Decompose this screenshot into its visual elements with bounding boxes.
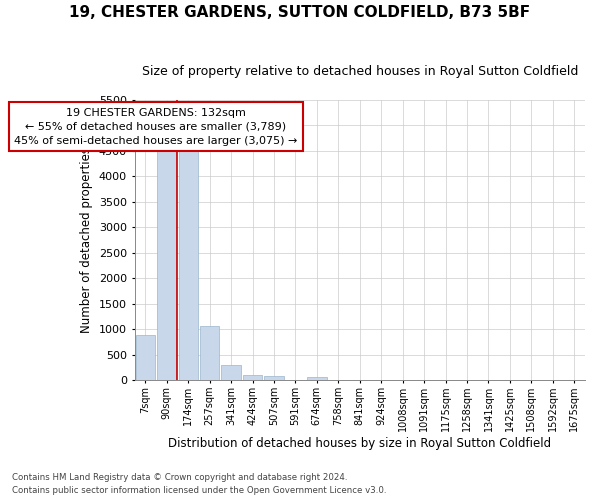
Bar bbox=[221, 365, 241, 380]
Bar bbox=[136, 334, 155, 380]
Bar bbox=[265, 376, 284, 380]
Bar bbox=[157, 146, 176, 380]
Text: 19, CHESTER GARDENS, SUTTON COLDFIELD, B73 5BF: 19, CHESTER GARDENS, SUTTON COLDFIELD, B… bbox=[70, 5, 530, 20]
Bar bbox=[243, 376, 262, 380]
Text: Contains HM Land Registry data © Crown copyright and database right 2024.
Contai: Contains HM Land Registry data © Crown c… bbox=[12, 474, 386, 495]
Bar bbox=[307, 378, 326, 380]
Bar bbox=[200, 326, 219, 380]
Text: 19 CHESTER GARDENS: 132sqm
← 55% of detached houses are smaller (3,789)
45% of s: 19 CHESTER GARDENS: 132sqm ← 55% of deta… bbox=[14, 108, 298, 146]
Bar bbox=[179, 146, 198, 380]
X-axis label: Distribution of detached houses by size in Royal Sutton Coldfield: Distribution of detached houses by size … bbox=[168, 437, 551, 450]
Title: Size of property relative to detached houses in Royal Sutton Coldfield: Size of property relative to detached ho… bbox=[142, 65, 578, 78]
Y-axis label: Number of detached properties: Number of detached properties bbox=[80, 147, 93, 333]
